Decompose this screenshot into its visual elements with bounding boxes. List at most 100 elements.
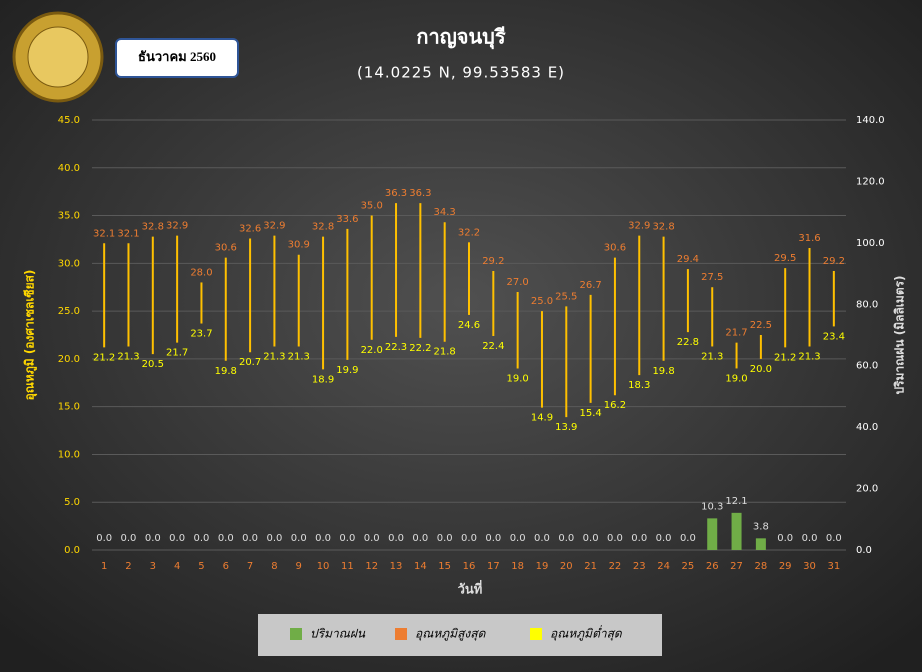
rain-label: 0.0 [631,533,647,544]
min-label: 21.7 [166,348,188,359]
y-tick-label: 30.0 [58,258,80,269]
max-label: 30.9 [288,240,310,251]
rain-label: 0.0 [242,533,258,544]
max-label: 27.0 [507,277,529,288]
legend-label: อุณหภูมิสูงสุด [415,627,487,642]
legend-swatch [395,628,407,640]
max-label: 32.8 [142,222,164,233]
rain-label: 0.0 [339,533,355,544]
x-tick-label: 25 [682,561,695,572]
y-tick-label: 40.0 [58,163,80,174]
rain-label: 0.0 [802,533,818,544]
y-tick-label: 15.0 [58,402,80,413]
x-tick-label: 7 [247,561,253,572]
x-tick-label: 21 [584,561,597,572]
chart-title: กาญจนบุรี [416,25,505,50]
x-tick-label: 16 [463,561,476,572]
rain-label: 10.3 [701,501,723,512]
min-label: 16.2 [604,400,626,411]
min-label: 18.9 [312,374,334,385]
x-tick-label: 11 [341,561,354,572]
y2-axis-label: ปริมาณฝน (มิลลิเมตร) [893,275,907,394]
rain-label: 0.0 [266,533,282,544]
rain-label: 0.0 [607,533,623,544]
rain-label: 0.0 [315,533,331,544]
x-tick-label: 15 [438,561,451,572]
max-label: 25.5 [555,291,577,302]
x-axis-label: วันที่ [458,580,483,598]
max-label: 21.7 [725,328,747,339]
rain-label: 0.0 [96,533,112,544]
min-label: 24.6 [458,320,480,331]
x-tick-label: 19 [536,561,549,572]
rain-label: 0.0 [485,533,501,544]
x-tick-label: 23 [633,561,646,572]
max-label: 36.3 [385,188,407,199]
rain-label: 0.0 [412,533,428,544]
min-label: 20.5 [142,359,164,370]
max-label: 32.6 [239,223,261,234]
y-tick-label: 5.0 [64,497,80,508]
x-tick-label: 9 [296,561,302,572]
y2-tick-label: 40.0 [856,422,878,433]
max-label: 29.2 [823,256,845,267]
min-label: 20.7 [239,357,261,368]
rain-bar [707,518,718,550]
x-tick-label: 10 [317,561,330,572]
max-label: 32.8 [312,222,334,233]
x-tick-label: 8 [271,561,277,572]
min-label: 22.2 [409,343,431,354]
max-label: 28.0 [190,267,212,278]
x-tick-label: 2 [125,561,131,572]
period: ธันวาคม 2560 [138,49,216,64]
rain-label: 0.0 [169,533,185,544]
x-tick-label: 3 [150,561,156,572]
max-label: 27.5 [701,272,723,283]
legend-label: ปริมาณฝน [310,627,366,641]
x-tick-label: 26 [706,561,719,572]
min-label: 21.2 [774,352,796,363]
rain-label: 0.0 [461,533,477,544]
rain-label: 0.0 [510,533,526,544]
min-label: 19.8 [652,366,674,377]
x-tick-label: 24 [657,561,670,572]
min-label: 19.9 [336,365,358,376]
x-tick-label: 22 [609,561,622,572]
rain-label: 0.0 [218,533,234,544]
y-tick-label: 10.0 [58,449,80,460]
rain-bar [755,538,766,550]
x-tick-label: 14 [414,561,427,572]
rain-label: 0.0 [534,533,550,544]
max-label: 25.0 [531,296,553,307]
chart-subtitle: (14.0225 N, 99.53583 E) [357,64,565,82]
max-label: 30.6 [215,243,237,254]
min-label: 19.8 [215,366,237,377]
legend [258,614,662,656]
max-label: 29.4 [677,254,699,265]
max-label: 32.2 [458,227,480,238]
min-label: 13.9 [555,422,577,433]
max-label: 32.9 [166,221,188,232]
logo [12,11,104,103]
period-box [115,38,239,78]
min-label: 19.0 [507,373,529,384]
rain-label: 0.0 [558,533,574,544]
max-label: 29.2 [482,256,504,267]
max-label: 32.1 [93,228,115,239]
legend-swatch [530,628,542,640]
max-label: 35.0 [361,201,383,212]
max-label: 29.5 [774,253,796,264]
y-tick-label: 20.0 [58,354,80,365]
min-label: 21.3 [798,351,820,362]
x-tick-label: 31 [827,561,840,572]
min-label: 21.2 [93,352,115,363]
y2-tick-label: 0.0 [856,545,872,556]
y2-tick-label: 120.0 [856,176,885,187]
min-label: 22.8 [677,337,699,348]
max-label: 26.7 [579,280,601,291]
x-tick-label: 28 [755,561,768,572]
max-label: 32.8 [652,222,674,233]
max-label: 32.9 [628,221,650,232]
rain-label: 0.0 [583,533,599,544]
x-tick-label: 30 [803,561,816,572]
